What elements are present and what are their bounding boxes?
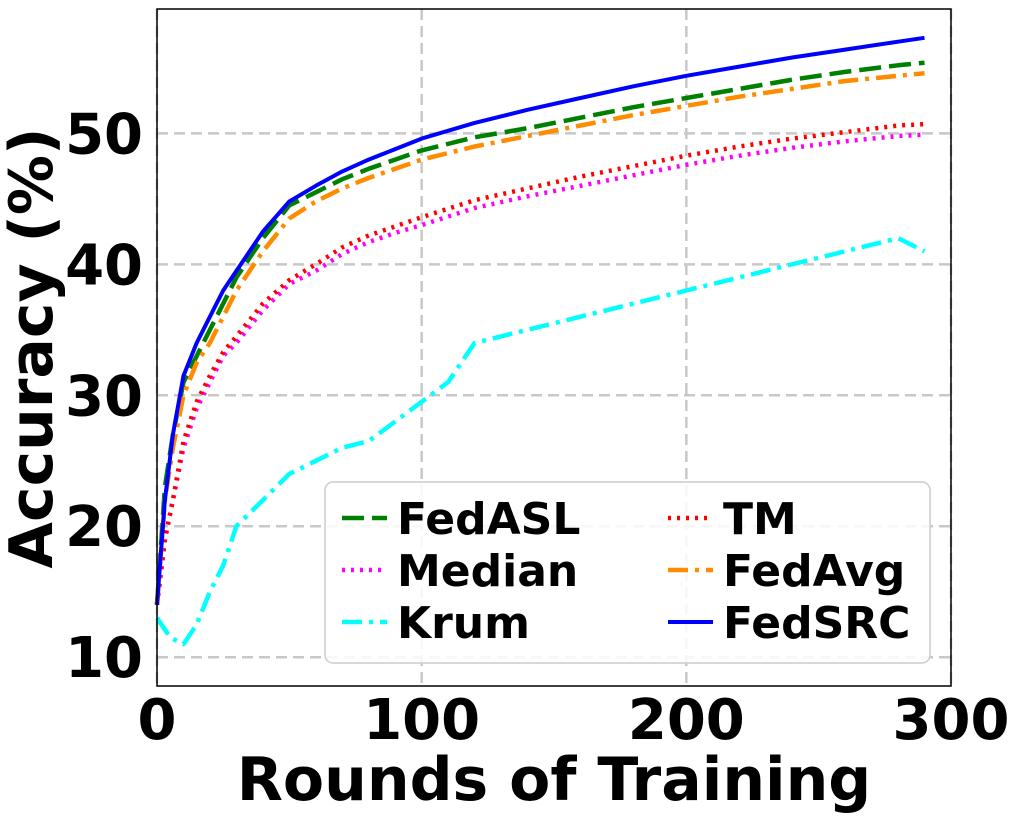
legend-label-tm: TM [723,494,797,545]
legend-box [324,481,931,664]
x-tick-label: 100 [363,688,480,753]
series-line-median [154,132,925,606]
legend-label-fedsrc: FedSRC [723,598,910,649]
series-line-krum [155,235,926,647]
y-tick-label: 10 [65,626,143,691]
y-tick-labels: 10 20 30 40 50 [65,102,143,691]
legend-label-krum: Krum [397,598,530,649]
series-line-tm [154,121,925,606]
series-line-fedasl [154,60,925,605]
x-tick-label: 200 [628,688,745,753]
legend-label-fedasl: FedASL [397,494,580,545]
x-tick-label: 0 [138,688,177,753]
legend-label-median: Median [397,546,578,597]
y-tick-label: 30 [65,364,143,429]
series-line-fedsrc [155,35,925,605]
x-axis-label: Rounds of Training [237,745,872,815]
x-tick-labels: 0 100 200 300 [138,688,1010,753]
legend: FedASL TM Median FedAvg Krum FedSRC [324,481,931,664]
series-line-fedavg [154,70,925,605]
x-tick-label: 300 [893,688,1010,753]
y-tick-label: 40 [65,233,143,298]
y-tick-label: 50 [65,102,143,167]
y-tick-label: 20 [65,495,143,560]
series-lines [154,35,926,647]
legend-label-fedavg: FedAvg [723,546,905,597]
plot-frame [156,8,952,687]
y-axis-label: Accuracy (%) [0,128,67,569]
